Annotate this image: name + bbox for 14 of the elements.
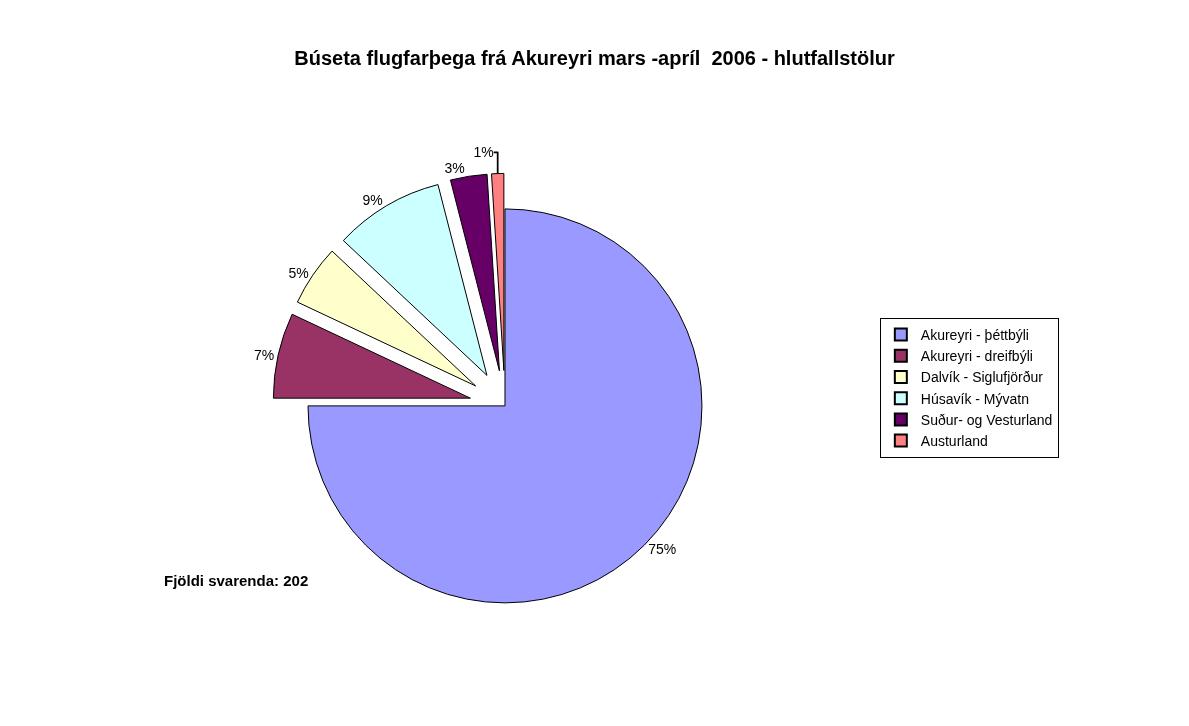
data-label: 5%	[288, 264, 309, 281]
data-label: 1%	[473, 144, 494, 161]
data-label: 7%	[253, 346, 275, 363]
data-label: 3%	[444, 160, 465, 177]
chart-title: Búseta flugfarþega frá Akureyri mars -apríl 2006 - hlutfallstölur	[294, 46, 895, 69]
legend-label: Akureyri - þéttbýli	[920, 327, 1029, 344]
text: Fjöldi svarenda: 202	[164, 572, 309, 589]
data-label: 75%	[648, 541, 677, 558]
legend-label: Húsavík - Mývatn	[920, 390, 1029, 407]
legend-label: Austurland	[920, 433, 988, 450]
data-label: 9%	[362, 191, 383, 208]
legend-label: Suður- og Vesturland	[920, 411, 1053, 428]
legend-label: Akureyri - dreifbýli	[920, 348, 1033, 365]
legend-label: Dalvík - Siglufjörður	[920, 369, 1044, 386]
